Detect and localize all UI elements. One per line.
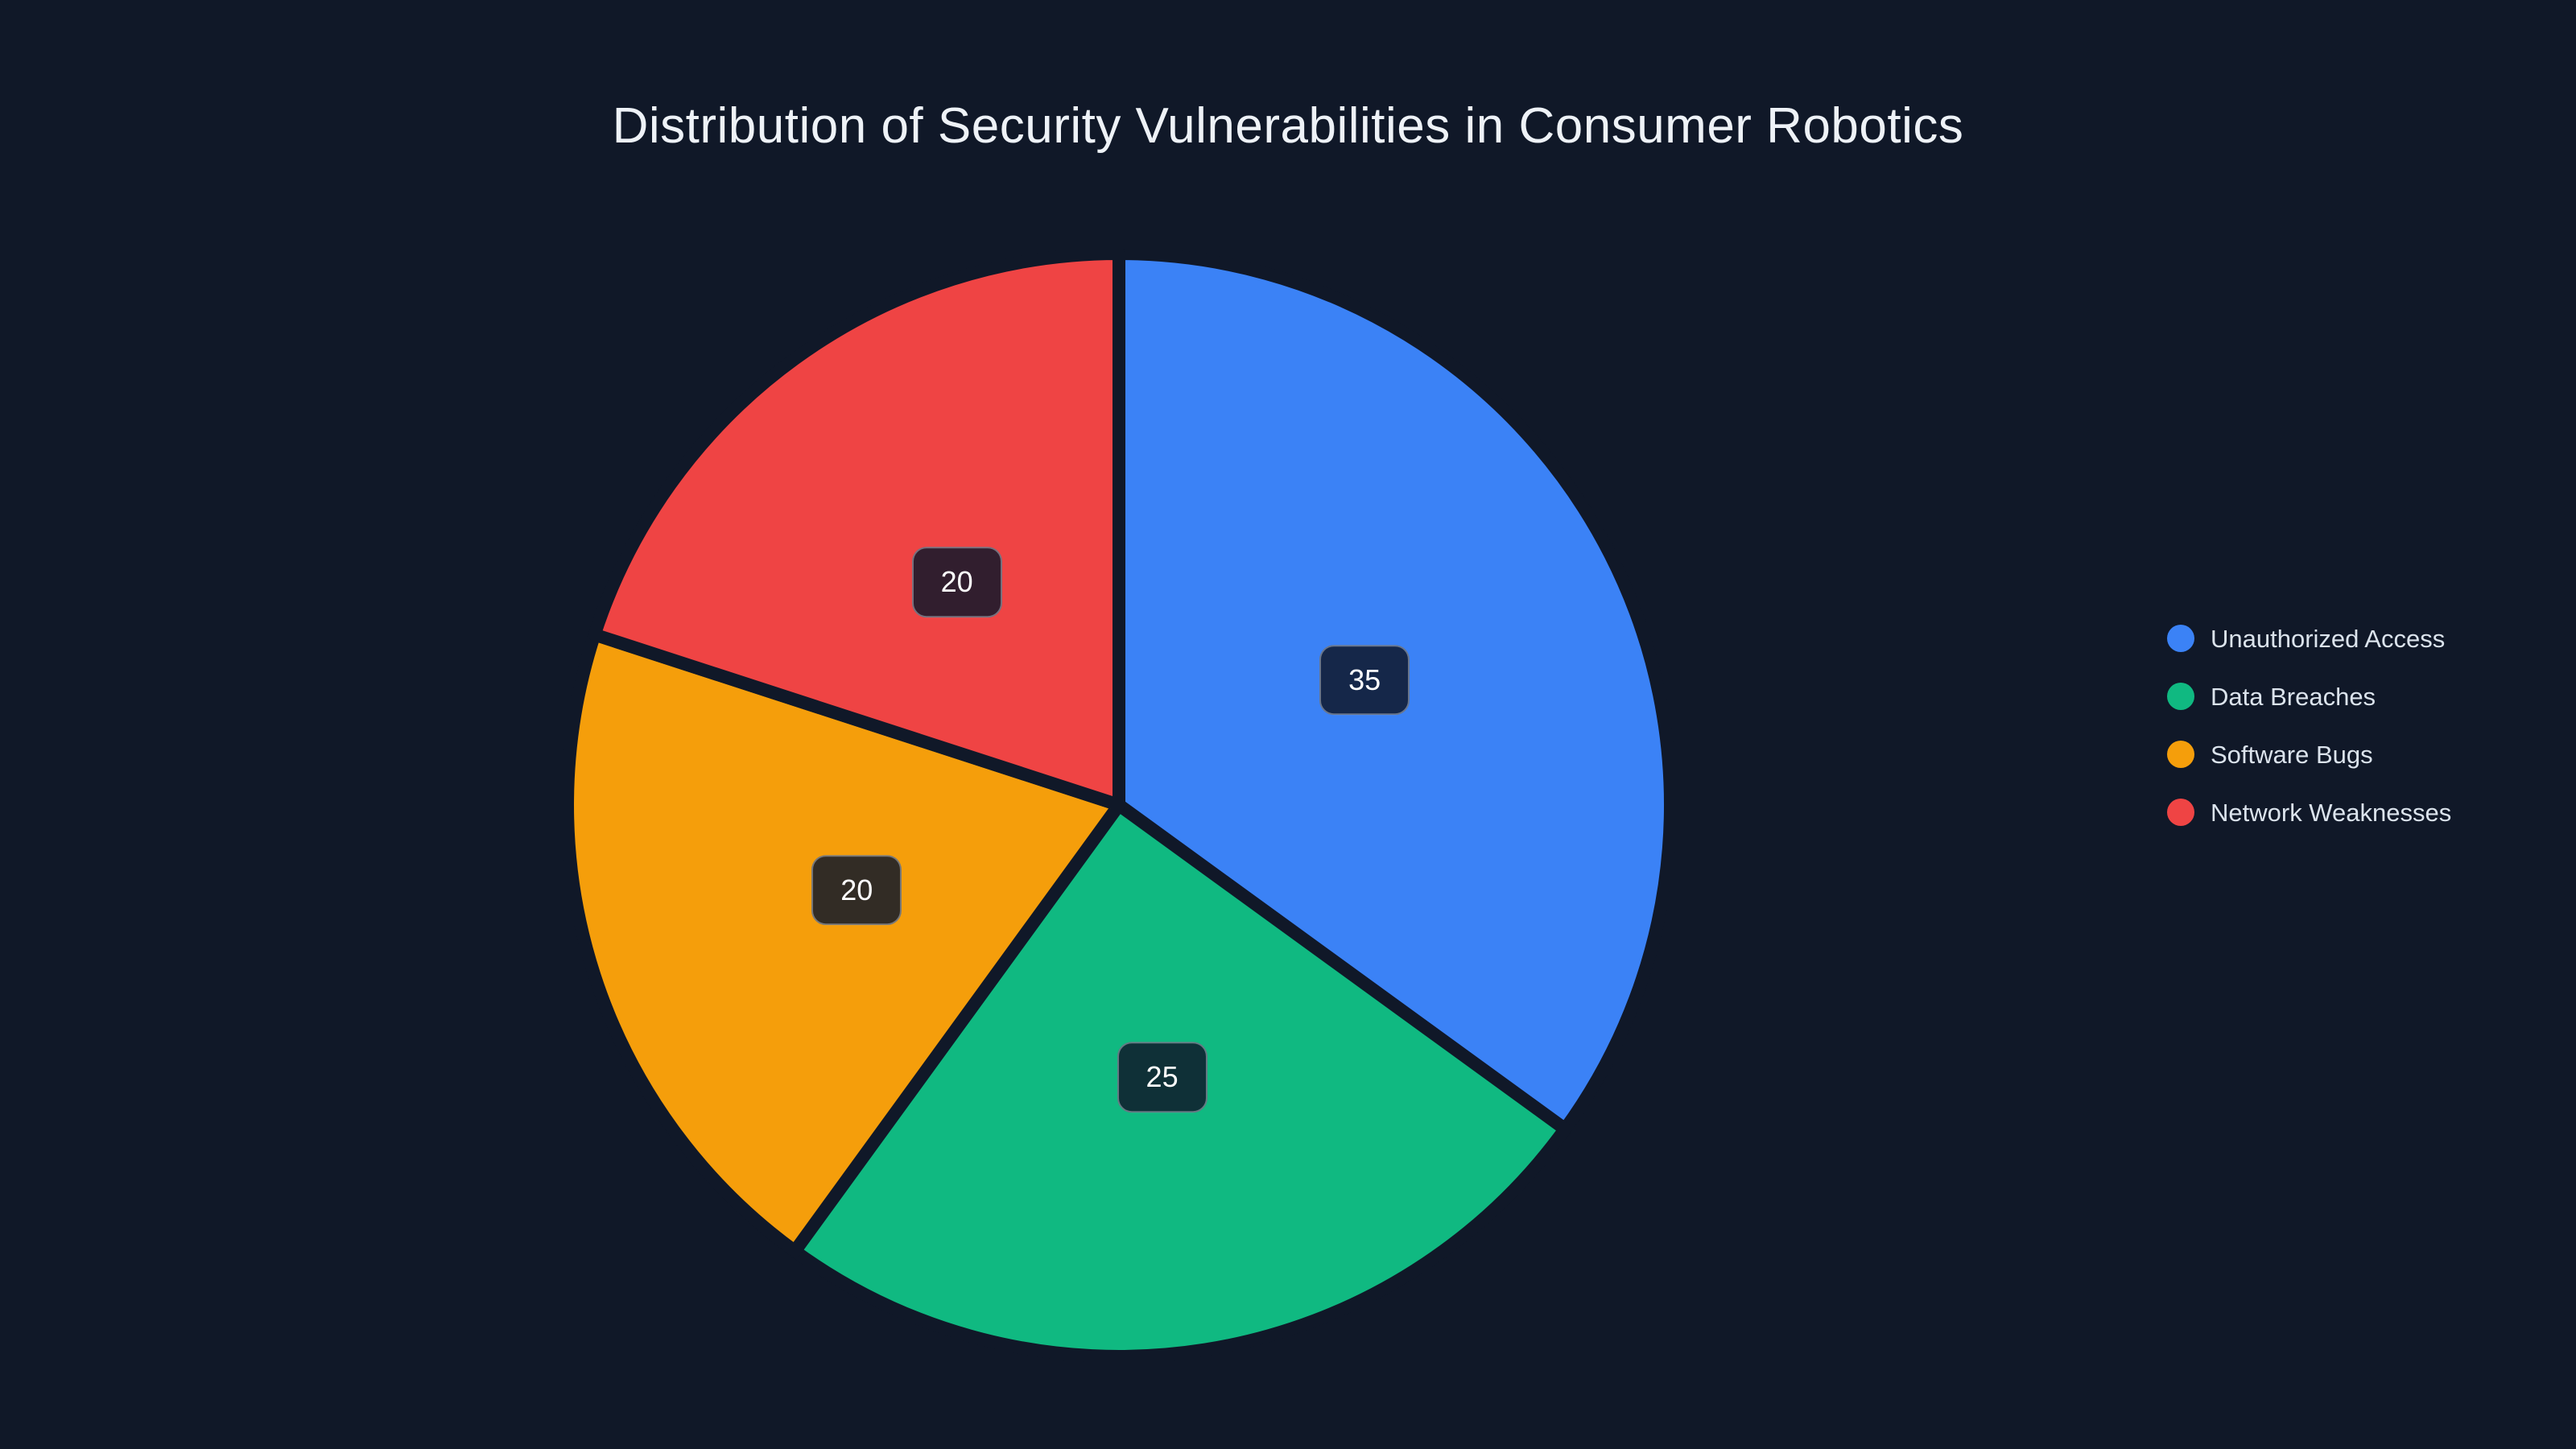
legend-color-dot-unauthorized-access <box>2167 625 2194 652</box>
legend: Unauthorized Access Data Breaches Software… <box>2167 609 2451 841</box>
legend-color-dot-network-weaknesses <box>2167 799 2194 826</box>
pie-value-label-network-weaknesses: 20 <box>911 547 1002 617</box>
legend-item-label: Network Weaknesses <box>2211 798 2452 827</box>
chart-title: Distribution of Security Vulnerabilities… <box>612 98 1964 154</box>
pie-value-label-unauthorized-access: 35 <box>1319 644 1410 716</box>
legend-item-label: Unauthorized Access <box>2211 624 2446 653</box>
pie-slice-network-weaknesses[interactable] <box>588 247 1125 811</box>
pie-slice-software-bugs[interactable] <box>560 628 1125 1258</box>
legend-item-software-bugs[interactable]: Software Bugs <box>2167 725 2451 783</box>
pie-value-label-data-breaches: 25 <box>1117 1042 1208 1113</box>
legend-item-unauthorized-access[interactable]: Unauthorized Access <box>2167 609 2451 667</box>
legend-color-dot-data-breaches <box>2167 683 2194 710</box>
legend-item-data-breaches[interactable]: Data Breaches <box>2167 667 2451 725</box>
legend-color-dot-software-bugs <box>2167 741 2194 768</box>
legend-item-label: Software Bugs <box>2211 740 2373 769</box>
legend-item-network-weaknesses[interactable]: Network Weaknesses <box>2167 783 2451 841</box>
pie-value-label-software-bugs: 20 <box>811 855 902 926</box>
legend-item-label: Data Breaches <box>2211 682 2376 711</box>
